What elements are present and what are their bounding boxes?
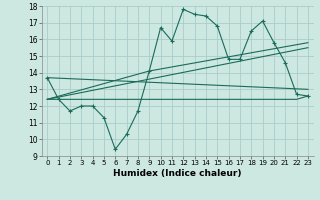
X-axis label: Humidex (Indice chaleur): Humidex (Indice chaleur)	[113, 169, 242, 178]
